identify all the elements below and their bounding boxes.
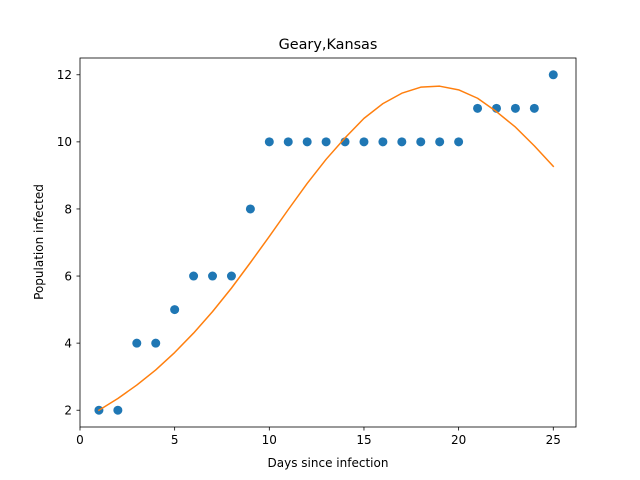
y-axis-label: Population infected (32, 184, 46, 300)
data-point (529, 103, 539, 113)
data-point (132, 338, 142, 348)
x-axis-label: Days since infection (268, 456, 389, 470)
plot-area (94, 70, 558, 415)
data-point (302, 137, 312, 147)
y-tick-label: 4 (64, 336, 72, 350)
x-tick-label: 20 (451, 433, 466, 447)
data-point (378, 137, 388, 147)
y-tick-label: 8 (64, 202, 72, 216)
data-point (245, 204, 255, 214)
data-point (397, 137, 407, 147)
data-point (264, 137, 274, 147)
data-point (226, 271, 236, 281)
data-point (283, 137, 293, 147)
data-point (359, 137, 369, 147)
x-tick-label: 5 (171, 433, 179, 447)
data-point (113, 405, 123, 415)
data-point (510, 103, 520, 113)
x-tick-label: 15 (356, 433, 371, 447)
data-point (189, 271, 199, 281)
y-tick-label: 12 (57, 68, 72, 82)
x-tick-label: 0 (76, 433, 84, 447)
data-point (435, 137, 445, 147)
axes-frame (79, 57, 577, 428)
data-point (473, 103, 483, 113)
data-point (548, 70, 558, 80)
data-point (321, 137, 331, 147)
x-tick-label: 25 (546, 433, 561, 447)
data-point (208, 271, 218, 281)
data-point (151, 338, 161, 348)
y-tick-label: 6 (64, 269, 72, 283)
axes: 0 5 10 15 20 25 2 4 6 8 10 12 (57, 57, 577, 447)
fit-line (97, 85, 555, 412)
chart-title: Geary,Kansas (279, 37, 378, 53)
data-point (416, 137, 426, 147)
y-tick-label: 2 (64, 404, 72, 418)
data-point (170, 305, 180, 315)
y-tick-label: 10 (57, 135, 72, 149)
data-point (454, 137, 464, 147)
x-tick-label: 10 (262, 433, 277, 447)
